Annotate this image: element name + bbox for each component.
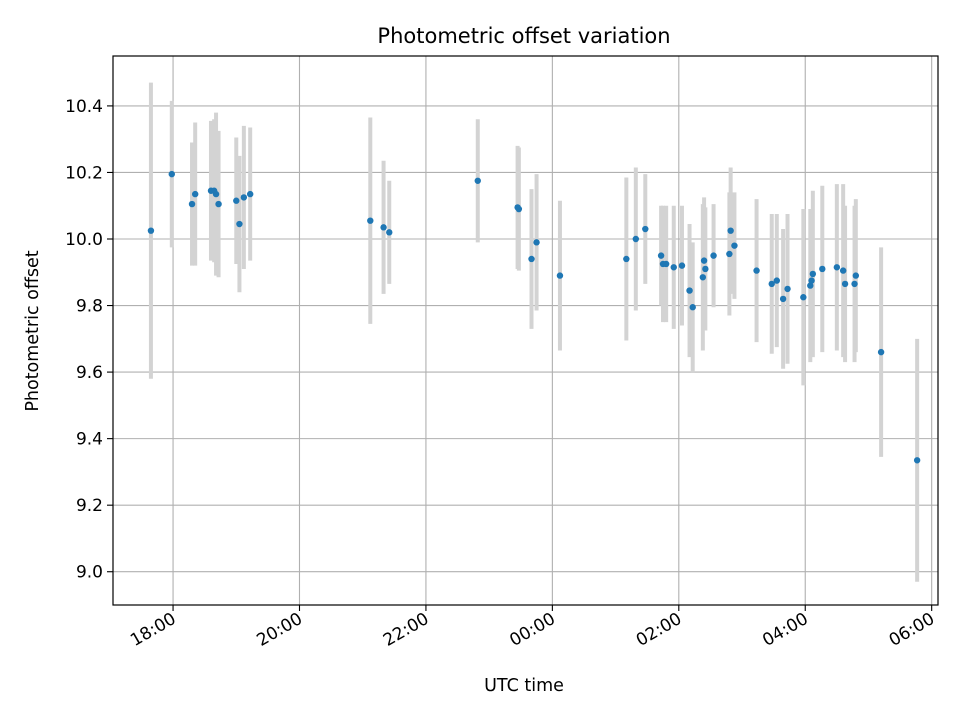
data-point (380, 224, 387, 231)
data-point (515, 205, 523, 213)
data-point (474, 177, 481, 184)
data-point (662, 260, 670, 268)
data-point (642, 225, 649, 233)
chart-title: Photometric offset variation (377, 24, 670, 48)
data-point (852, 272, 860, 279)
x-tick-label: 22:00 (380, 609, 432, 651)
x-tick-label: 00:00 (506, 609, 558, 651)
data-point (702, 265, 709, 273)
data-point (147, 227, 155, 234)
data-point (367, 217, 374, 224)
data-point (386, 229, 393, 236)
y-tick-label: 9.6 (76, 363, 103, 383)
data-point (699, 274, 707, 281)
data-point (731, 242, 738, 249)
x-axis-ticks: 18:00 20:00 22:00 00:00 02:00 04:00 06:00 (127, 605, 938, 651)
x-tick-label: 04:00 (759, 609, 811, 651)
data-point (670, 264, 677, 271)
data-point (240, 194, 248, 201)
data-point (215, 200, 222, 208)
data-point (839, 267, 847, 274)
data-point (632, 235, 640, 243)
x-tick-label: 20:00 (254, 609, 306, 651)
data-point (779, 295, 787, 303)
y-tick-label: 10.0 (65, 230, 103, 250)
y-tick-label: 9.4 (76, 430, 103, 450)
data-point (236, 220, 243, 228)
data-point (877, 348, 885, 356)
data-point (556, 272, 564, 279)
data-point (710, 252, 717, 259)
data-point (807, 282, 814, 289)
y-tick-label: 10.4 (65, 97, 103, 117)
data-point (809, 270, 817, 278)
error-bars (148, 82, 920, 582)
data-point (188, 200, 196, 208)
data-point (246, 190, 254, 198)
data-point (753, 267, 760, 274)
data-point (533, 239, 540, 246)
data-point (726, 250, 733, 258)
y-tick-label: 9.2 (76, 496, 103, 516)
data-point (657, 252, 665, 259)
data-point (784, 285, 791, 293)
data-point (819, 265, 826, 273)
data-point (851, 280, 858, 288)
data-point (212, 190, 220, 198)
y-tick-label: 9.8 (76, 297, 103, 317)
plot-frame (112, 55, 939, 606)
data-point (623, 255, 630, 263)
y-axis-label: Photometric offset (23, 250, 43, 411)
data-point (689, 304, 696, 311)
data-point (700, 257, 708, 264)
x-axis-label: UTC time (484, 676, 564, 696)
data-point (773, 277, 780, 284)
data-point (833, 264, 841, 271)
data-point (841, 280, 849, 288)
data-point (191, 190, 199, 198)
data-point (168, 170, 175, 178)
data-point (727, 227, 734, 234)
x-tick-label: 02:00 (633, 609, 685, 651)
x-tick-label: 18:00 (127, 609, 179, 651)
data-point (768, 280, 775, 288)
x-tick-label: 06:00 (886, 609, 938, 651)
data-point (686, 287, 693, 294)
data-point (528, 255, 535, 263)
data-point (913, 457, 921, 464)
data-point (800, 294, 807, 301)
data-point (233, 197, 240, 204)
y-tick-label: 10.2 (65, 163, 103, 183)
data-point (678, 262, 686, 269)
y-axis-ticks: 9.0 9.2 9.4 9.6 9.8 10.0 10.2 10.4 (65, 97, 113, 583)
y-tick-label: 9.0 (76, 563, 103, 583)
data-point (808, 277, 815, 284)
data-points (147, 170, 921, 464)
